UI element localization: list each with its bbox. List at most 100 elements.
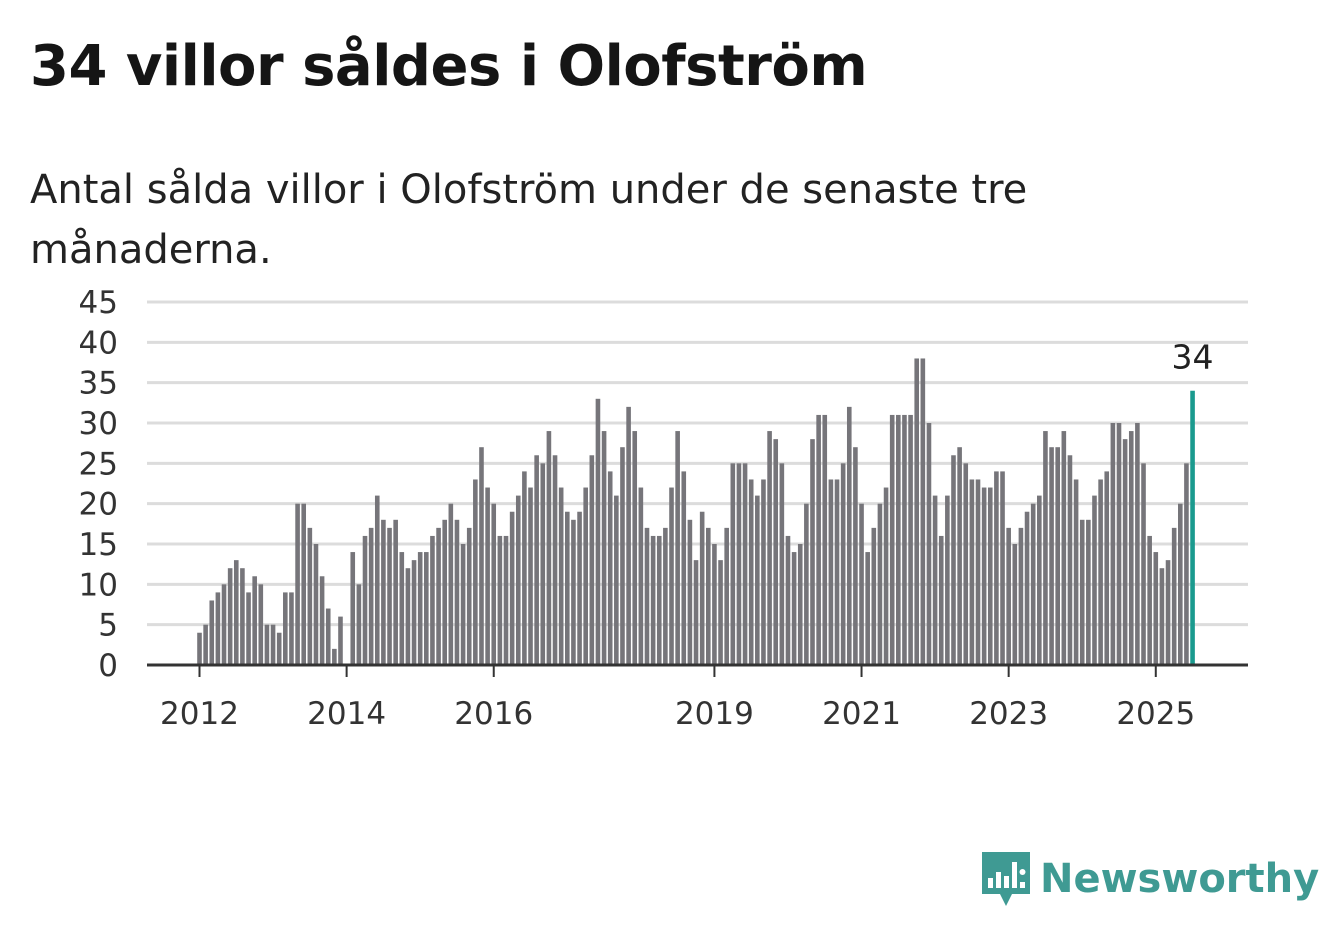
bar (307, 527, 313, 665)
bar (1147, 535, 1152, 665)
bar (1098, 479, 1103, 665)
bar (454, 519, 460, 665)
bar (957, 447, 962, 665)
bar (1012, 544, 1018, 665)
bar (626, 406, 631, 665)
y-tick-label: 30 (79, 406, 118, 442)
bar (393, 519, 398, 665)
bar (350, 552, 356, 665)
bar (896, 414, 901, 665)
bar (491, 503, 497, 665)
bar (1116, 423, 1122, 665)
bar (534, 455, 539, 665)
bar (448, 503, 454, 665)
bar (644, 527, 650, 665)
bar-series (197, 358, 1195, 665)
y-tick-label: 25 (79, 446, 118, 482)
bar (914, 358, 920, 665)
bar (736, 463, 742, 665)
bar (1184, 463, 1189, 665)
bar (1049, 447, 1054, 665)
bar (761, 479, 766, 665)
bar (252, 576, 257, 665)
bar (981, 487, 987, 665)
bar (877, 503, 883, 665)
bar (1030, 503, 1036, 665)
bar (595, 398, 601, 665)
bar (215, 592, 221, 665)
bar (221, 584, 227, 665)
bar (424, 552, 429, 665)
bar (681, 471, 687, 665)
y-tick-label: 5 (98, 608, 118, 644)
bar (289, 592, 294, 665)
bar (712, 544, 717, 665)
y-tick-label: 15 (79, 527, 118, 563)
bar (460, 544, 466, 665)
y-tick-label: 35 (79, 366, 118, 402)
bar (1153, 552, 1159, 665)
bar (804, 503, 809, 665)
bar (975, 479, 981, 665)
bar (589, 455, 595, 665)
x-tick-label: 2012 (160, 696, 239, 732)
bar (718, 560, 723, 665)
bar (374, 495, 380, 665)
bar (699, 511, 705, 665)
brand-logo: Newsworthy (980, 848, 1319, 910)
bar (767, 431, 772, 665)
bar (1135, 423, 1140, 665)
x-tick-label: 2016 (454, 696, 533, 732)
brand-name: Newsworthy (1040, 856, 1320, 902)
x-tick-label: 2023 (969, 696, 1048, 732)
bar (853, 447, 858, 665)
bar (332, 648, 337, 665)
y-tick-label: 40 (79, 325, 118, 361)
bar (362, 535, 368, 665)
bar (1037, 495, 1042, 665)
bar (325, 608, 331, 665)
bar (571, 519, 576, 665)
bar (822, 414, 828, 665)
bar (1024, 511, 1030, 665)
bar (442, 519, 447, 665)
bar (945, 495, 950, 665)
bar (1061, 431, 1067, 665)
bar (663, 527, 668, 665)
bar (693, 560, 699, 665)
bar (1086, 519, 1091, 665)
bar (381, 519, 386, 665)
bar (1073, 479, 1079, 665)
bar (1159, 568, 1165, 665)
bar (522, 471, 527, 665)
bar (669, 487, 674, 665)
bar (368, 527, 374, 665)
bar (840, 463, 846, 665)
bar (436, 527, 441, 665)
y-tick-label: 10 (79, 567, 118, 603)
bar (1043, 431, 1048, 665)
bar (276, 632, 282, 665)
y-tick-label: 20 (79, 487, 118, 523)
x-tick-label: 2021 (822, 696, 901, 732)
bar (705, 527, 711, 665)
y-axis-ticks: 0 5 10 15 20 25 30 35 40 45 (79, 285, 118, 684)
bar (558, 487, 564, 665)
bar (577, 511, 582, 665)
bar (675, 431, 680, 665)
bar (540, 463, 546, 665)
bar (994, 471, 999, 665)
chart-subtitle: Antal sålda villor i Olofström under de … (30, 167, 1028, 273)
bar (1128, 431, 1134, 665)
bar (632, 431, 638, 665)
bar (773, 439, 779, 665)
bar (748, 479, 754, 665)
bar (834, 479, 840, 665)
bar (528, 487, 533, 665)
x-tick-label: 2019 (675, 696, 754, 732)
x-tick-label: 2014 (307, 696, 386, 732)
bar (938, 535, 944, 665)
bar (656, 535, 662, 665)
bar (797, 544, 803, 665)
